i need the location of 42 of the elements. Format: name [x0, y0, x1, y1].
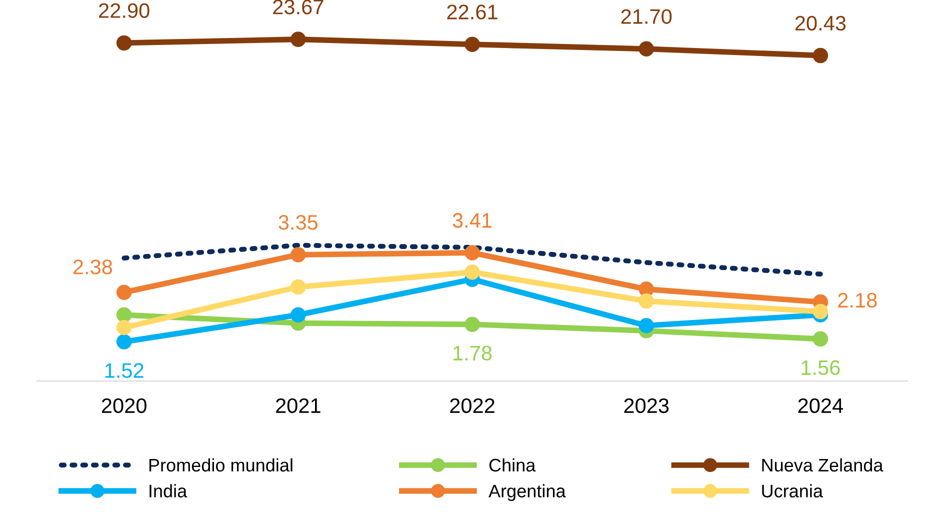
legend-label: Nueva Zelanda — [762, 458, 884, 472]
data-label: 21.70 — [621, 9, 672, 24]
point — [290, 32, 306, 47]
point — [116, 320, 132, 336]
data-label: 22.61 — [447, 4, 498, 20]
point — [812, 48, 828, 64]
x-tick-label: 2021 — [276, 398, 320, 414]
data-label: 3.35 — [278, 215, 318, 230]
point — [638, 293, 654, 309]
point — [638, 318, 654, 334]
data-label: 2.18 — [838, 292, 877, 308]
point — [116, 35, 132, 51]
point — [638, 41, 654, 57]
data-label: 20.43 — [795, 16, 846, 31]
point — [464, 316, 480, 332]
data-label: 22.90 — [99, 3, 150, 18]
point — [290, 279, 306, 295]
point — [812, 331, 828, 347]
legend-label: India — [150, 484, 188, 498]
point — [290, 307, 306, 323]
data-label: 1.56 — [802, 360, 840, 376]
data-label: 1.78 — [454, 346, 492, 361]
point — [464, 36, 480, 52]
x-tick-label: 2022 — [450, 398, 494, 414]
point — [290, 247, 306, 262]
data-label: 3.41 — [452, 213, 492, 228]
point — [464, 264, 480, 280]
legend-label: Promedio mundial — [149, 458, 292, 472]
legend-label: Argentina — [488, 484, 566, 502]
data-label: 2.38 — [73, 260, 112, 274]
point — [116, 334, 132, 350]
legend-label: China — [489, 458, 536, 472]
point — [464, 245, 480, 260]
legend-label: Ucrania — [762, 484, 823, 498]
data-label: 23.67 — [273, 0, 324, 14]
point — [812, 304, 828, 320]
point — [116, 284, 132, 300]
x-tick-label: 2020 — [102, 398, 146, 414]
x-tick-label: 2024 — [798, 398, 843, 414]
x-tick-label: 2023 — [624, 398, 669, 414]
point — [116, 307, 132, 323]
data-label: 1.52 — [105, 363, 144, 378]
